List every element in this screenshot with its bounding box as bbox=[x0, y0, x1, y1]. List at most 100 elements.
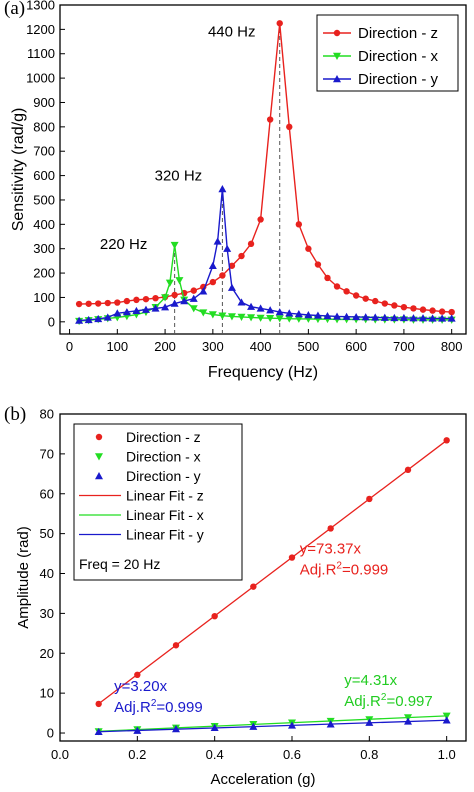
data-point bbox=[189, 305, 198, 313]
plot-frame bbox=[59, 413, 467, 742]
data-point bbox=[365, 718, 374, 726]
y-axis-title: Sensitivity (rad/g) bbox=[10, 108, 27, 232]
data-point bbox=[161, 294, 170, 302]
fit-r2: Adj.R2=0.997 bbox=[344, 692, 433, 710]
data-point bbox=[152, 294, 159, 302]
data-point bbox=[442, 716, 451, 724]
panel-b: (b) 0.0 0.2 0.4 0.6 0.8 1.0 0 10 20 30 40 50 60 70 80 Ac… bbox=[4, 404, 467, 788]
panel-a: (a) 0 100 200 300 400 500 600 700 800 0 100 200 300 40… bbox=[4, 0, 467, 381]
data-point bbox=[180, 297, 189, 305]
data-point bbox=[276, 20, 283, 27]
peak-label-y: 320 Hz bbox=[155, 167, 203, 184]
series-direction-x bbox=[75, 241, 456, 326]
data-point bbox=[294, 310, 303, 318]
data-point bbox=[275, 308, 284, 316]
data-point bbox=[404, 466, 412, 474]
data-point bbox=[142, 295, 150, 303]
data-point bbox=[323, 311, 332, 320]
y-tick-label: 1200 bbox=[26, 22, 55, 37]
data-point bbox=[172, 725, 180, 733]
data-point bbox=[366, 495, 373, 503]
data-point bbox=[103, 313, 112, 321]
data-point bbox=[223, 244, 232, 252]
plot-frame bbox=[59, 4, 467, 335]
data-point bbox=[219, 272, 226, 279]
legend-entry: Direction - y bbox=[126, 468, 201, 484]
r2-prefix: Adj.R bbox=[300, 562, 337, 579]
legend-entry: Direction - y bbox=[358, 71, 439, 88]
x-tick-label: 700 bbox=[393, 339, 415, 354]
data-point bbox=[266, 116, 274, 123]
y-tick-label: 1300 bbox=[26, 0, 55, 13]
y-tick-label: 800 bbox=[33, 119, 55, 134]
peak-label-x: 220 Hz bbox=[100, 236, 148, 253]
data-point bbox=[381, 300, 388, 307]
data-point bbox=[165, 279, 174, 287]
y-tick-label: 1100 bbox=[27, 46, 55, 61]
data-point bbox=[443, 437, 450, 444]
data-point bbox=[199, 309, 208, 317]
y-tick-label: 400 bbox=[33, 217, 55, 232]
data-point bbox=[448, 308, 455, 316]
data-point bbox=[372, 297, 379, 305]
y-tick-label: 300 bbox=[33, 241, 55, 256]
x-tick-label: 0.4 bbox=[206, 747, 224, 762]
data-point bbox=[95, 300, 102, 307]
data-point bbox=[209, 278, 217, 286]
data-point bbox=[104, 299, 111, 307]
data-point bbox=[333, 312, 342, 320]
y-tick-label: 60 bbox=[40, 486, 54, 501]
data-point bbox=[391, 302, 398, 309]
legend-marker bbox=[333, 29, 341, 37]
x-tick-label: 0 bbox=[66, 339, 73, 354]
data-point bbox=[285, 315, 294, 323]
data-point bbox=[352, 292, 360, 299]
panel-label: (b) bbox=[4, 404, 26, 425]
data-point bbox=[133, 296, 140, 304]
data-point bbox=[362, 295, 369, 302]
data-point bbox=[295, 221, 303, 228]
fit-line bbox=[98, 439, 448, 705]
data-point bbox=[189, 294, 198, 302]
x-tick-label: 0.6 bbox=[283, 747, 301, 762]
y-axis-title: Amplitude (rad) bbox=[15, 526, 32, 629]
data-point bbox=[141, 305, 150, 313]
legend: Direction - z Direction - x Direction - y bbox=[316, 14, 459, 92]
data-point bbox=[333, 283, 341, 290]
data-point bbox=[305, 245, 312, 252]
legend-marker bbox=[95, 472, 103, 480]
x-tick-label: 0.2 bbox=[128, 747, 146, 762]
x-tick-label: 0.0 bbox=[51, 747, 69, 762]
data-point bbox=[161, 303, 170, 311]
legend-note: Freq = 20 Hz bbox=[79, 556, 160, 572]
y-tick-label: 1000 bbox=[26, 71, 55, 86]
data-point bbox=[175, 277, 184, 285]
data-point bbox=[250, 583, 257, 590]
x-tick-label: 400 bbox=[250, 339, 272, 354]
data-point bbox=[199, 287, 208, 295]
legend-marker bbox=[95, 453, 103, 461]
series-direction-y bbox=[94, 716, 451, 736]
data-point bbox=[447, 314, 456, 322]
data-point bbox=[208, 311, 217, 319]
x-tick-label: 0.8 bbox=[360, 747, 378, 762]
data-point bbox=[170, 299, 179, 307]
data-point bbox=[286, 123, 293, 131]
data-point bbox=[288, 721, 296, 729]
peak-label-z: 440 Hz bbox=[208, 24, 256, 41]
data-point bbox=[75, 316, 84, 324]
data-point bbox=[95, 700, 102, 708]
data-point bbox=[94, 727, 103, 736]
legend-marker bbox=[95, 433, 103, 441]
data-point bbox=[371, 313, 380, 321]
panel-label: (a) bbox=[4, 0, 25, 19]
data-point bbox=[238, 252, 245, 260]
legend-entry: Direction - z bbox=[358, 25, 438, 42]
data-point bbox=[343, 288, 350, 295]
legend-box bbox=[73, 423, 243, 581]
data-point bbox=[285, 309, 294, 317]
data-point bbox=[132, 306, 141, 315]
data-point bbox=[266, 314, 275, 323]
data-point bbox=[208, 261, 217, 269]
